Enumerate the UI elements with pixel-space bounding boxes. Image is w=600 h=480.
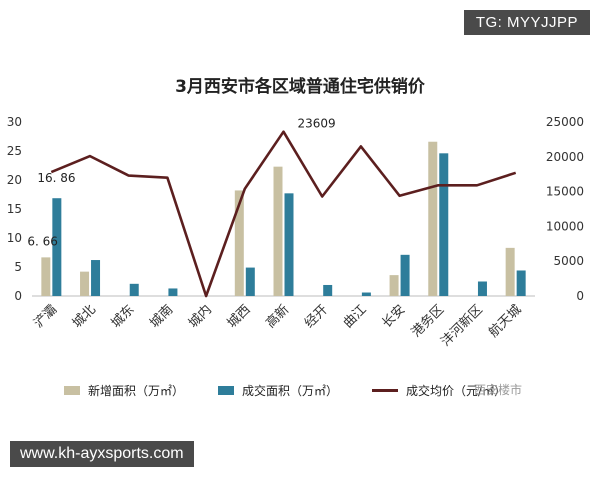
bar-new-area xyxy=(273,166,283,296)
left-axis-tick-label: 30 xyxy=(7,115,22,129)
left-axis-tick-label: 20 xyxy=(7,173,22,187)
left-axis: 0 5 10 15 20 25 30 xyxy=(7,115,22,303)
left-axis-tick-label: 10 xyxy=(7,231,22,245)
bar-deal-area xyxy=(439,153,449,296)
tg-badge: TG: MYYJJPP xyxy=(463,10,590,35)
legend-swatch-avg-price xyxy=(372,389,399,392)
price-line-series xyxy=(50,130,517,298)
x-axis-tick-label: 航天城 xyxy=(486,302,525,341)
bar-new-area xyxy=(80,271,90,296)
legend-swatch-new-area xyxy=(64,386,80,395)
x-axis-tick-label: 城西 xyxy=(225,302,254,331)
x-axis-tick-label: 城南 xyxy=(147,302,177,332)
right-axis-tick-label: 15000 xyxy=(546,185,584,199)
price-line xyxy=(50,130,517,298)
bar-deal-area xyxy=(477,281,487,296)
bar-new-area xyxy=(389,275,399,296)
bar-deal-area xyxy=(245,267,255,296)
right-axis-tick-label: 0 xyxy=(576,289,584,303)
bar-deal-area xyxy=(361,292,371,296)
bar-deal-area xyxy=(323,284,333,296)
bar-deal-area xyxy=(400,254,410,296)
data-label: 16. 86 xyxy=(37,171,75,185)
legend-item-new-area: 新增面积（万㎡） xyxy=(64,382,184,399)
bar-new-area xyxy=(41,257,51,296)
legend-swatch-deal-area xyxy=(218,386,235,395)
bar-deal-area xyxy=(129,283,139,296)
bar-new-area xyxy=(428,141,438,296)
legend-label-avg-price: 成交均价（元/㎡） xyxy=(406,384,507,398)
right-axis-tick-label: 20000 xyxy=(546,150,584,164)
data-label: 23609 xyxy=(298,117,336,131)
bar-deal-area xyxy=(91,260,101,296)
x-axis-tick-label: 经开 xyxy=(302,302,331,331)
left-axis-tick-label: 15 xyxy=(7,202,22,216)
right-axis-tick-label: 5000 xyxy=(553,254,584,268)
bar-new-area xyxy=(505,247,515,296)
left-axis-tick-label: 0 xyxy=(14,289,22,303)
legend-label-new-area: 新增面积（万㎡） xyxy=(88,384,185,398)
x-axis-tick-label: 城东 xyxy=(109,302,138,331)
bar-deal-area xyxy=(52,198,62,296)
x-axis-tick-label: 高新 xyxy=(263,302,293,332)
bar-deal-area xyxy=(516,270,526,296)
legend-label-deal-area: 成交面积（万㎡） xyxy=(242,384,339,398)
x-axis-tick-label: 曲江 xyxy=(341,302,370,331)
x-axis-tick-label: 沣河新区 xyxy=(438,302,486,350)
left-axis-tick-label: 25 xyxy=(7,144,22,158)
bar-deal-area xyxy=(284,193,294,296)
x-axis-tick-label: 浐灞 xyxy=(31,302,60,331)
data-labels: 16. 86 6. 66 23609 xyxy=(27,117,335,249)
x-axis-tick-label: 城北 xyxy=(70,302,99,331)
x-axis-tick-label: 城内 xyxy=(185,302,215,332)
x-axis-tick-label: 港务区 xyxy=(408,302,447,341)
data-label: 6. 66 xyxy=(27,234,58,248)
right-axis: 0 5000 10000 15000 20000 25000 xyxy=(546,115,584,303)
right-axis-tick-label: 25000 xyxy=(546,115,584,129)
left-axis-tick-label: 5 xyxy=(14,260,22,274)
url-badge[interactable]: www.kh-ayxsports.com xyxy=(10,441,194,467)
legend-item-avg-price: 成交均价（元/㎡） xyxy=(372,382,506,399)
bar-series xyxy=(41,141,526,296)
bar-deal-area xyxy=(168,288,178,296)
x-axis-tick-label: 长安 xyxy=(379,302,408,331)
bar-new-area xyxy=(234,190,244,296)
legend-item-deal-area: 成交面积（万㎡） xyxy=(218,382,338,399)
right-axis-tick-label: 10000 xyxy=(546,219,584,233)
chart-legend: 新增面积（万㎡） 成交面积（万㎡） 成交均价（元/㎡） xyxy=(64,382,540,399)
watermark: 西安楼市 xyxy=(474,383,523,397)
chart-title: 3月西安市各区域普通住宅供销价 xyxy=(175,76,426,97)
